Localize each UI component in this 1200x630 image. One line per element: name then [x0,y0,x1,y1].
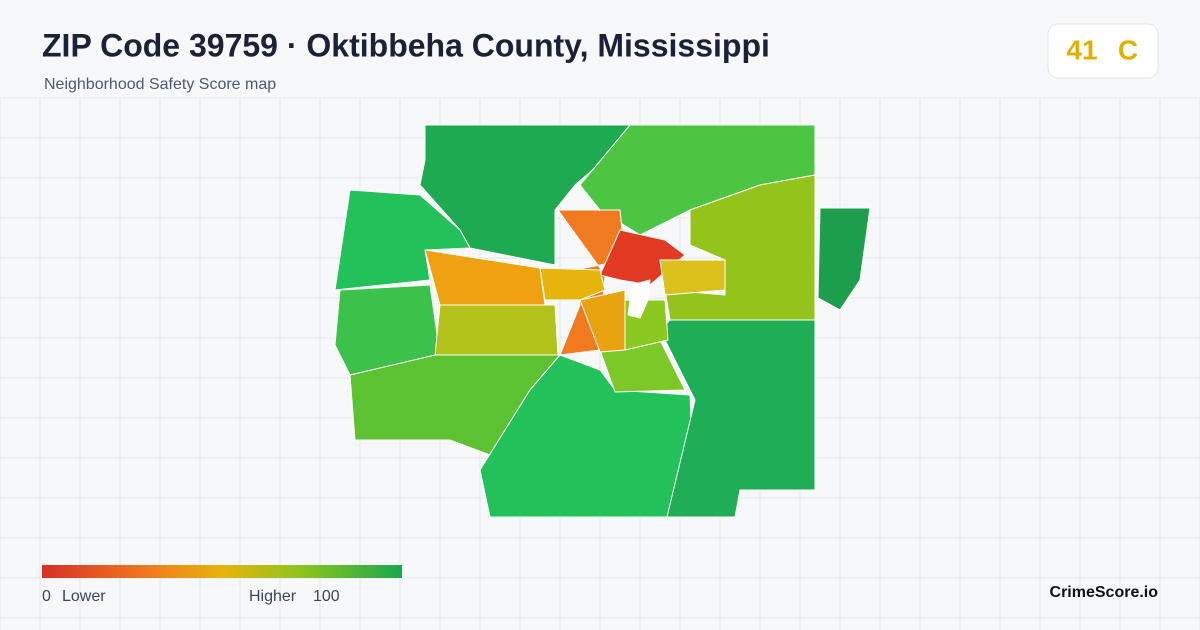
region [434,304,559,356]
legend-max-label: Higher [249,588,297,605]
score-badge [1047,23,1159,79]
region [659,319,816,518]
legend-min-label: Lower [62,588,106,605]
legend-max: 100 [313,588,340,605]
title: ZIP Code 39759 · Oktibbeha County, Missi… [42,27,770,63]
region [627,279,651,319]
map [334,124,871,518]
legend-gradient [42,565,402,578]
region [659,259,726,296]
legend-min: 0 [42,588,51,605]
subtitle: Neighborhood Safety Score map [44,76,276,93]
region [664,174,816,321]
region [334,189,471,291]
region [539,267,606,301]
brand: CrimeScore.io [1050,584,1159,601]
grade: C [1118,34,1138,65]
region [817,207,871,311]
score: 41 [1066,34,1097,65]
